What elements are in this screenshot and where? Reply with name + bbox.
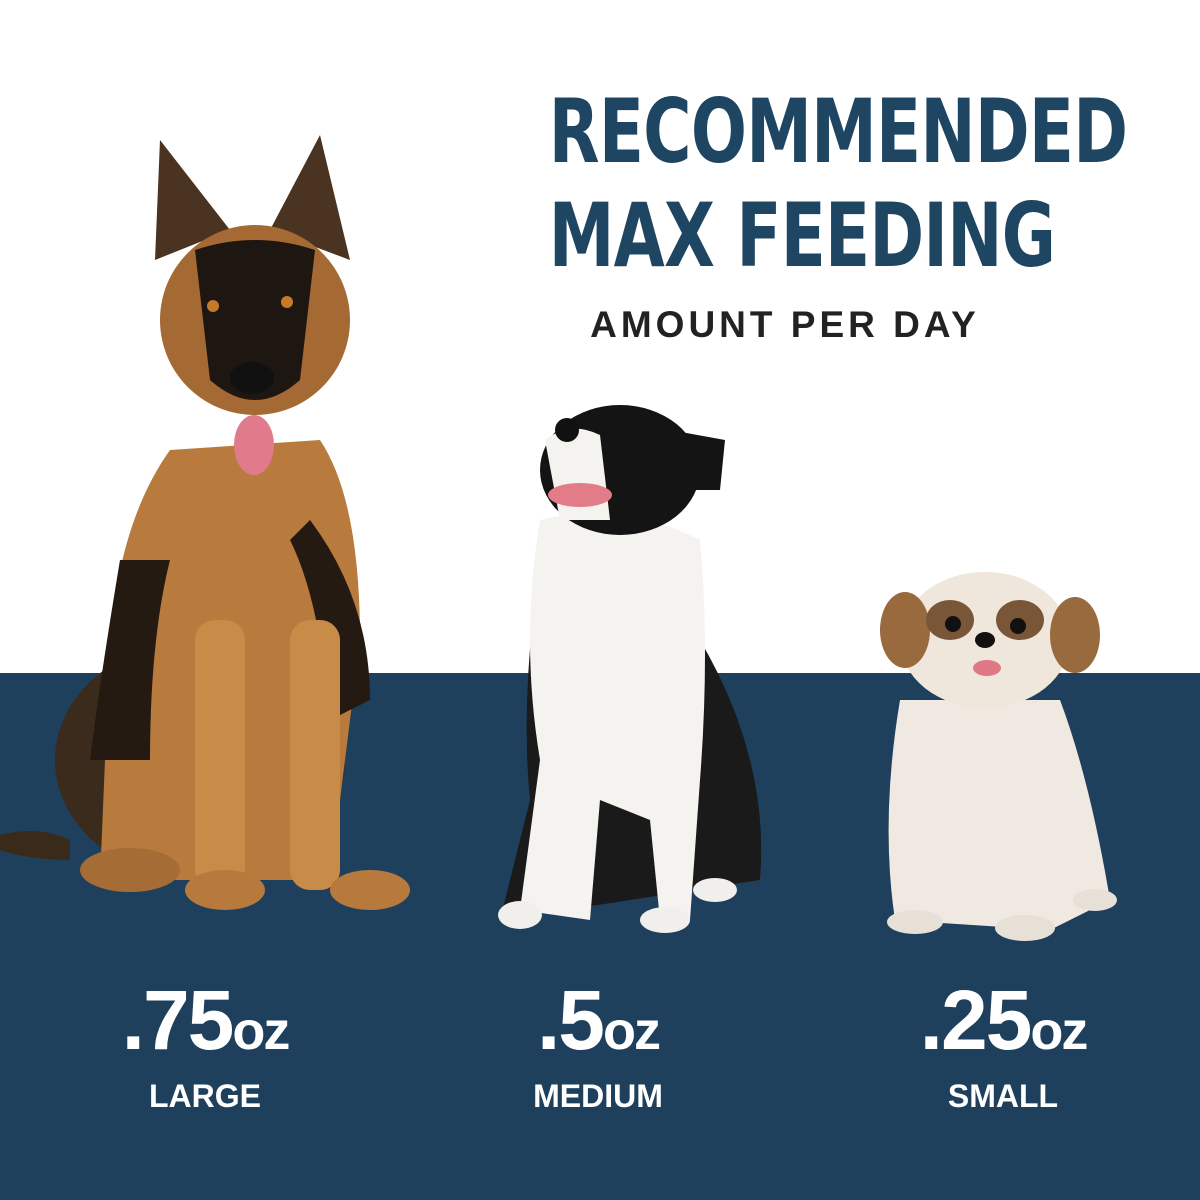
shih-tzu-image (880, 572, 1117, 941)
size-large: .75oz LARGE (45, 975, 365, 1116)
title-line-2: MAX FEEDING (548, 184, 1056, 287)
page-subtitle: AMOUNT PER DAY (590, 304, 980, 345)
border-collie-image (498, 405, 762, 933)
page-title: RECOMMENDED MAX FEEDING (470, 80, 1128, 288)
size-medium: .5oz MEDIUM (438, 975, 758, 1116)
size-label: SMALL (947, 1078, 1059, 1114)
size-small: .25oz SMALL (843, 975, 1163, 1116)
size-label: MEDIUM (533, 1078, 663, 1114)
amount-value: .75 (121, 973, 235, 1067)
german-shepherd-image (0, 135, 410, 910)
amount-unit: oz (232, 1001, 290, 1061)
amount-unit: oz (603, 1001, 661, 1061)
size-label: LARGE (149, 1078, 261, 1114)
amount-unit: oz (1030, 1001, 1088, 1061)
amount-value: .25 (919, 973, 1033, 1067)
amount-value: .5 (536, 973, 605, 1067)
